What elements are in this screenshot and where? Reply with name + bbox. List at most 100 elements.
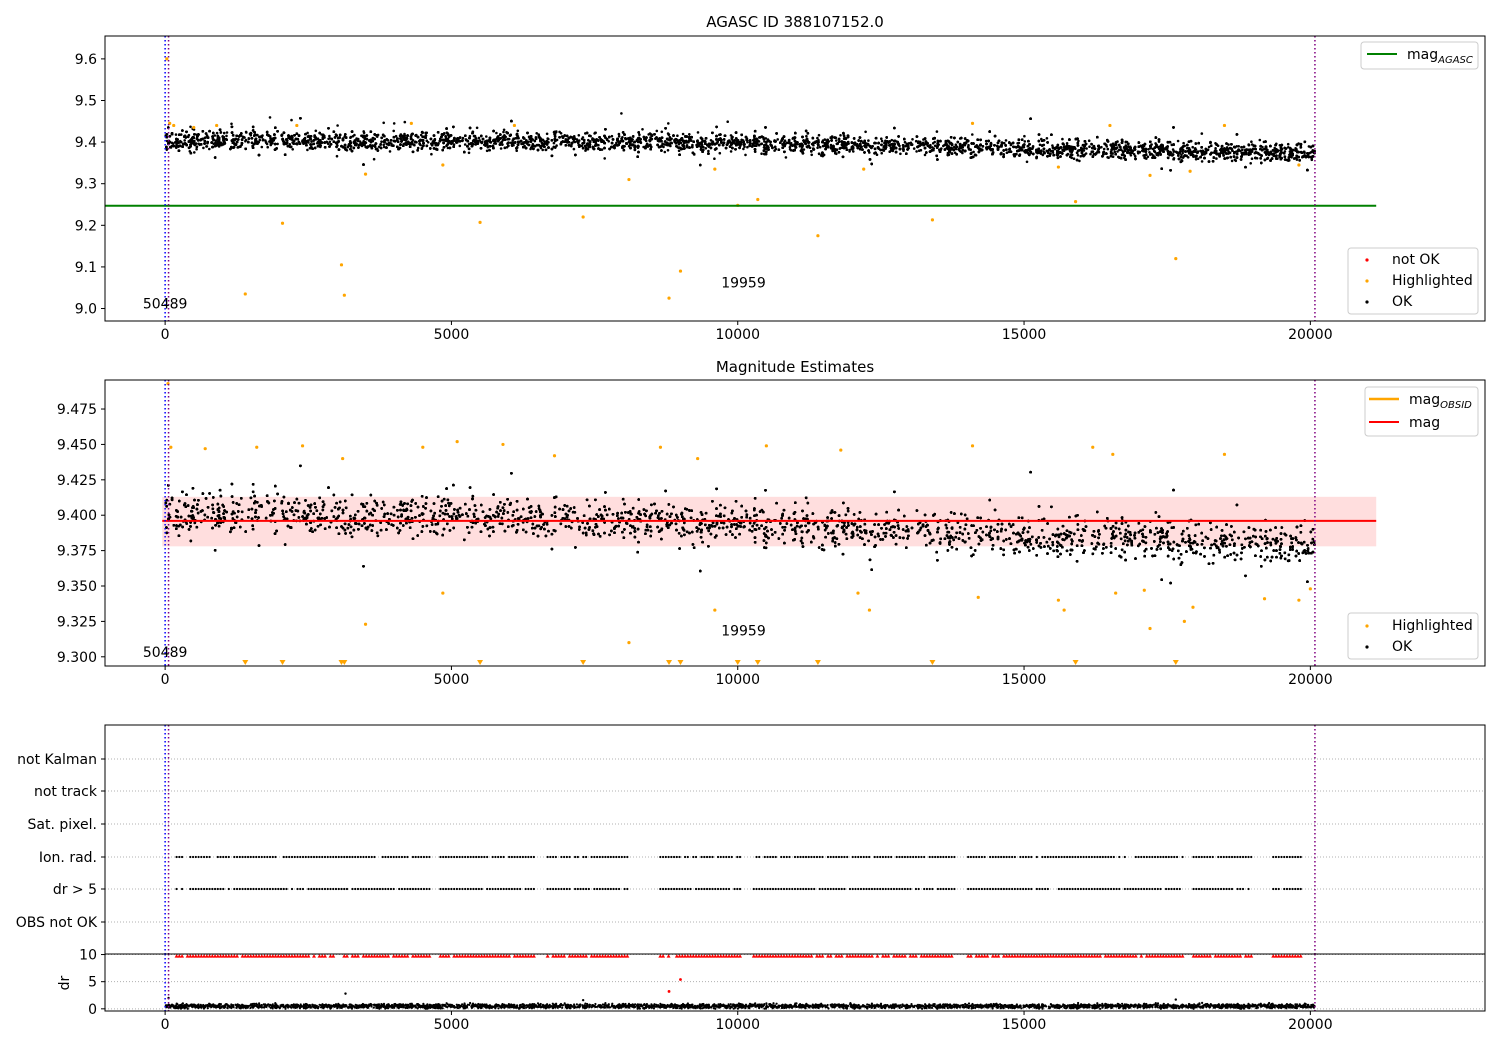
ok-point — [1025, 160, 1029, 164]
ok-point — [306, 148, 309, 152]
ok-point — [655, 129, 659, 133]
ok-point — [677, 142, 681, 146]
ok-point — [577, 134, 581, 137]
ok-point — [189, 125, 192, 129]
ok-point — [667, 122, 670, 125]
ok-point — [174, 133, 178, 136]
ok-point — [416, 146, 420, 150]
ok-point — [810, 153, 813, 157]
ok-point — [260, 145, 264, 149]
ok-point — [744, 153, 747, 157]
ok-point — [1200, 160, 1204, 163]
ok-point — [478, 139, 482, 142]
ok-point — [1072, 157, 1076, 160]
ok-point — [1077, 139, 1080, 143]
ok-point — [1214, 147, 1217, 150]
ok-point — [691, 143, 694, 147]
ok-point — [788, 148, 792, 151]
ok-point — [236, 146, 239, 149]
ok-point — [713, 157, 716, 160]
ok-point — [276, 142, 279, 146]
ok-point — [266, 145, 270, 149]
ok-point — [816, 146, 819, 150]
ok-point — [760, 152, 763, 155]
ok-point — [392, 129, 396, 133]
ok-point — [1286, 142, 1290, 146]
ok-point — [403, 120, 407, 124]
ok-point — [681, 132, 685, 136]
ok-point — [195, 147, 198, 151]
ok-point — [499, 147, 503, 150]
ok-point — [1181, 151, 1184, 155]
ok-point — [215, 131, 219, 135]
ok-point — [704, 147, 708, 150]
ok-point — [581, 136, 585, 139]
ok-point — [829, 143, 833, 147]
ok-point — [1250, 140, 1253, 143]
ok-point — [477, 136, 481, 140]
ok-point — [169, 146, 173, 149]
ok-point — [912, 147, 916, 150]
ok-point — [392, 122, 396, 125]
ok-point — [839, 134, 842, 137]
ok-point — [890, 138, 894, 142]
ok-point — [419, 133, 423, 137]
ok-point — [1194, 157, 1198, 161]
ok-point — [783, 139, 787, 142]
ok-point — [1215, 157, 1218, 160]
ok-point — [502, 130, 505, 134]
ok-point — [914, 139, 918, 143]
ok-point — [816, 136, 819, 140]
ok-point — [572, 147, 576, 151]
ok-point — [1083, 146, 1086, 150]
ok-point — [1258, 138, 1262, 142]
ok-point — [546, 137, 549, 140]
ok-point — [620, 112, 623, 115]
ok-point — [677, 149, 681, 152]
ok-point — [1004, 139, 1008, 142]
ok-point — [1310, 158, 1314, 162]
ok-point — [349, 136, 352, 139]
ok-point — [742, 147, 745, 151]
ok-point — [903, 140, 907, 144]
ok-point — [230, 122, 233, 126]
ok-point — [746, 145, 749, 149]
ok-point — [1088, 145, 1091, 148]
ok-point — [774, 147, 778, 151]
ok-point — [935, 130, 939, 133]
ok-point — [382, 145, 386, 149]
ok-point — [290, 118, 293, 122]
ok-point — [377, 145, 381, 149]
ok-point — [1111, 155, 1115, 158]
ok-point — [676, 134, 679, 137]
ok-point — [268, 116, 272, 119]
ok-point — [1065, 142, 1069, 145]
ok-point — [660, 130, 664, 134]
ok-point — [515, 149, 518, 152]
ok-point — [952, 145, 956, 149]
ok-point — [261, 138, 265, 141]
ok-point — [288, 143, 292, 146]
ok-point — [923, 153, 927, 157]
ok-point — [388, 150, 392, 153]
ok-point — [382, 143, 386, 147]
ok-point — [842, 134, 846, 138]
ok-point — [495, 131, 498, 135]
ok-point — [1283, 150, 1287, 153]
ok-point — [314, 129, 318, 133]
ok-point — [603, 157, 606, 160]
ok-point — [1038, 143, 1042, 147]
ok-point — [244, 139, 247, 143]
ok-point — [726, 120, 729, 123]
ok-point — [335, 154, 339, 158]
ok-point — [575, 138, 579, 141]
ok-point — [823, 138, 827, 141]
ok-point — [1283, 152, 1286, 155]
ok-point — [573, 140, 577, 144]
ok-point — [1007, 150, 1011, 154]
ok-point — [1102, 147, 1106, 151]
ok-point — [1087, 139, 1091, 142]
ok-point — [685, 141, 689, 144]
ok-point — [306, 131, 309, 135]
